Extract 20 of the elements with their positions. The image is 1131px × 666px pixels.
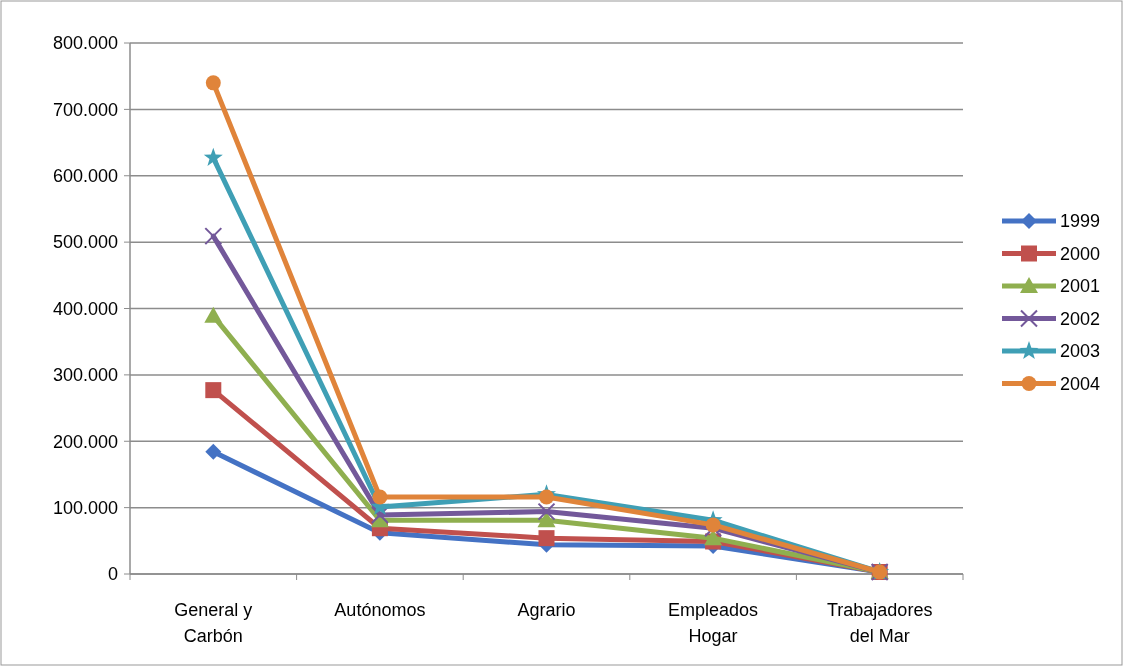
- y-tick-label: 800.000: [52, 33, 118, 54]
- legend-label: 2002: [1060, 308, 1101, 329]
- x-tick-label: Agrario: [517, 600, 576, 620]
- y-tick-label: 500.000: [52, 232, 118, 253]
- legend-label: 2003: [1060, 341, 1101, 362]
- y-tick-label: 600.000: [52, 166, 118, 187]
- legend-label: 1999: [1060, 211, 1101, 232]
- x-tick-label: Autónomos: [334, 600, 426, 620]
- y-tick-label: 0: [107, 564, 118, 585]
- y-tick-label: 700.000: [52, 99, 118, 120]
- legend-label: 2004: [1060, 373, 1101, 394]
- y-tick-label: 400.000: [52, 298, 118, 319]
- y-tick-label: 200.000: [52, 431, 118, 452]
- x-tick-label: Empleados Hogar: [668, 600, 759, 646]
- x-tick-label: Trabajadores del Mar: [827, 600, 933, 646]
- y-tick-label: 100.000: [52, 497, 118, 518]
- legend-label: 2001: [1060, 276, 1101, 297]
- x-tick-label: General y Carbón: [174, 600, 253, 646]
- legend-label: 2000: [1060, 243, 1101, 264]
- y-tick-label: 300.000: [52, 365, 118, 386]
